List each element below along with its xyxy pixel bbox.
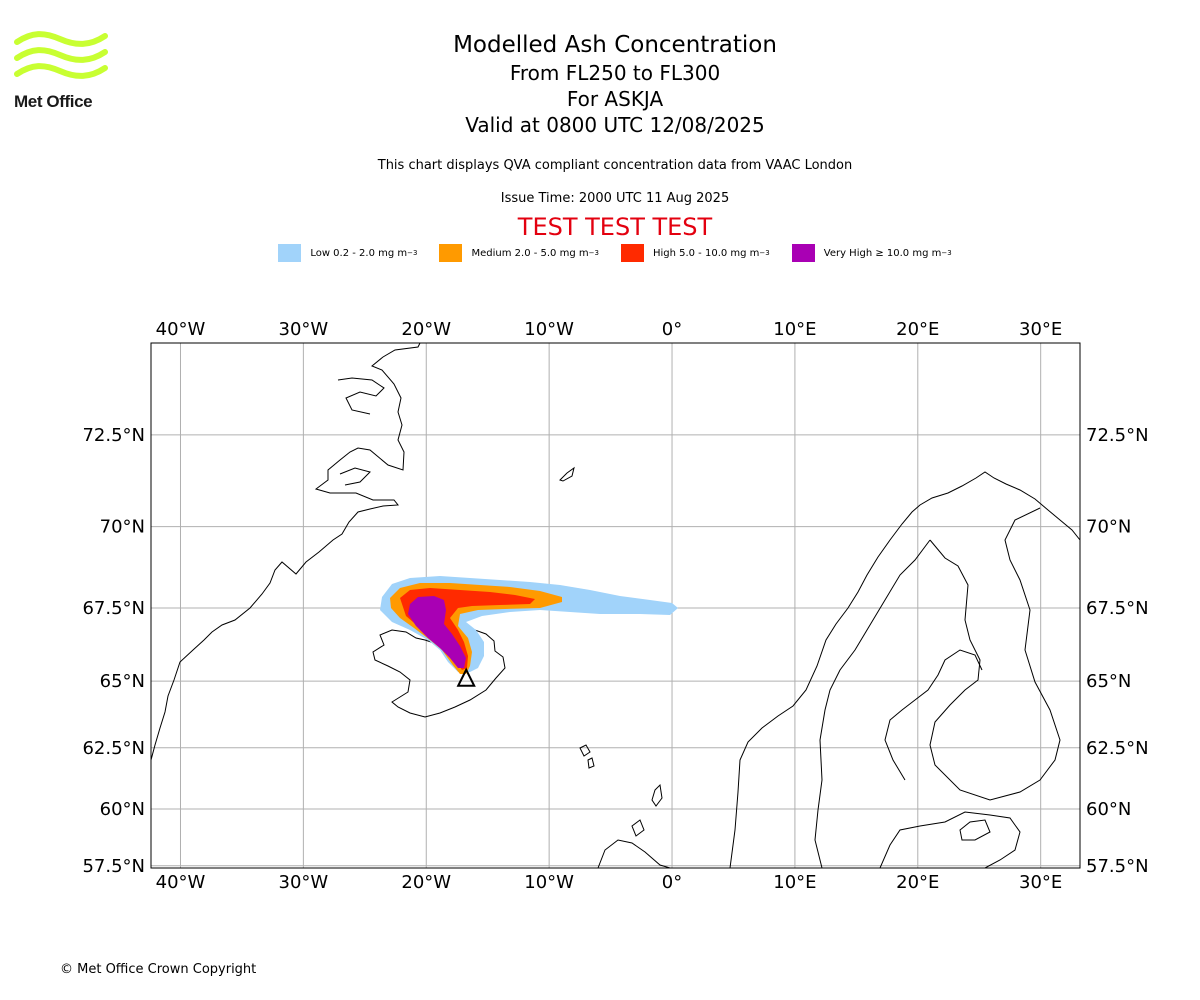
- baltic-coast: [879, 811, 1021, 868]
- test-banner: TEST TEST TEST: [517, 213, 713, 241]
- copyright: © Met Office Crown Copyright: [60, 962, 257, 977]
- map-tick-labels: 40°W 40°W 30°W 30°W 20°W 20°W 10°W 10°W 0° 0° 10°E…: [82, 319, 1148, 893]
- legend-item-low: Low 0.2 - 2.0 mg m −3: [278, 244, 417, 262]
- longitude-tick-label: 30°E: [1019, 872, 1062, 893]
- latitude-tick-label: 70°N: [100, 517, 145, 538]
- latitude-tick-label: 62.5°N: [82, 738, 145, 759]
- longitude-tick-label: 40°W: [156, 319, 206, 340]
- latitude-tick-label: 65°N: [1086, 671, 1131, 692]
- greenland-fjord: [339, 467, 371, 486]
- longitude-tick-label: 30°E: [1019, 319, 1062, 340]
- scandinavia-coast: [597, 471, 1080, 868]
- longitude-tick-label: 40°W: [156, 872, 206, 893]
- legend-label-very-high: Very High ≥ 10.0 mg m: [823, 247, 942, 259]
- longitude-tick-label: 20°W: [401, 872, 451, 893]
- graticule: [151, 343, 1080, 868]
- longitude-tick-label: 30°W: [279, 319, 329, 340]
- legend-unit-exponent: −3: [941, 249, 952, 257]
- ash-plume-very-high: [408, 596, 466, 668]
- legend-label-high: High 5.0 - 10.0 mg m: [652, 247, 760, 259]
- longitude-tick-label: 10°W: [524, 319, 574, 340]
- flight-level-subtitle: From FL250 to FL300: [509, 61, 721, 85]
- logo-text: Met Office: [14, 92, 93, 111]
- legend-unit-exponent: −3: [759, 249, 770, 257]
- longitude-tick-label: 0°: [662, 319, 682, 340]
- coastlines: [151, 343, 1080, 868]
- island: [651, 783, 663, 807]
- longitude-tick-label: 20°E: [896, 872, 939, 893]
- latitude-tick-label: 60°N: [100, 799, 145, 820]
- longitude-tick-label: 10°W: [524, 872, 574, 893]
- longitude-tick-label: 10°E: [773, 872, 816, 893]
- met-office-waves-icon: [14, 31, 108, 79]
- valid-time-subtitle: Valid at 0800 UTC 12/08/2025: [465, 113, 765, 137]
- island: [631, 819, 645, 837]
- latitude-tick-label: 60°N: [1086, 799, 1131, 820]
- gulf-of-bothnia: [884, 649, 983, 781]
- legend-label-low: Low 0.2 - 2.0 mg m: [310, 247, 408, 259]
- legend-item-very-high: Very High ≥ 10.0 mg m −3: [791, 244, 952, 262]
- legend-swatch-medium: [439, 244, 463, 262]
- legend-item-medium: Medium 2.0 - 5.0 mg m −3: [439, 244, 599, 262]
- jan-mayen-coast: [559, 466, 575, 482]
- latitude-tick-label: 65°N: [100, 671, 145, 692]
- legend-unit-exponent: −3: [407, 249, 418, 257]
- volcano-subtitle: For ASKJA: [566, 87, 664, 111]
- latitude-tick-label: 57.5°N: [82, 856, 145, 877]
- legend-swatch-low: [278, 244, 302, 262]
- legend: Low 0.2 - 2.0 mg m −3 Medium 2.0 - 5.0 mg…: [0, 244, 1200, 262]
- latitude-tick-label: 67.5°N: [1086, 598, 1149, 619]
- latitude-tick-label: 67.5°N: [82, 598, 145, 619]
- issue-time: Issue Time: 2000 UTC 11 Aug 2025: [500, 191, 730, 206]
- latitude-tick-label: 57.5°N: [1086, 856, 1149, 877]
- volcano-triangle-icon: [456, 667, 476, 687]
- met-office-logo: Met Office: [14, 30, 109, 112]
- island: [959, 819, 991, 841]
- longitude-tick-label: 20°W: [401, 319, 451, 340]
- longitude-tick-label: 20°E: [896, 319, 939, 340]
- legend-label-medium: Medium 2.0 - 5.0 mg m: [471, 247, 589, 259]
- greenland-fjord: [337, 377, 385, 415]
- ash-plume: [380, 576, 678, 674]
- legend-unit-exponent: −3: [588, 249, 599, 257]
- longitude-tick-label: 0°: [662, 872, 682, 893]
- scandinavia-interior: [929, 507, 1061, 801]
- volcano-marker: [456, 667, 476, 687]
- greenland-coast: [151, 343, 421, 761]
- title-block: Modelled Ash Concentration From FL250 to…: [0, 30, 1200, 138]
- legend-swatch-high: [620, 244, 644, 262]
- longitude-tick-label: 10°E: [773, 319, 816, 340]
- map-frame: [150, 342, 1081, 869]
- island: [587, 757, 595, 769]
- latitude-tick-label: 70°N: [1086, 517, 1131, 538]
- map-content: [151, 343, 1080, 868]
- chart-title: Modelled Ash Concentration: [453, 32, 777, 58]
- legend-swatch-very-high: [791, 244, 815, 262]
- norway-sweden-border: [814, 539, 931, 868]
- chart-description: This chart displays QVA compliant concen…: [377, 158, 853, 173]
- latitude-tick-label: 72.5°N: [1086, 425, 1149, 446]
- latitude-tick-label: 72.5°N: [82, 425, 145, 446]
- island: [579, 744, 591, 757]
- longitude-tick-label: 30°W: [279, 872, 329, 893]
- legend-item-high: High 5.0 - 10.0 mg m −3: [620, 244, 770, 262]
- latitude-tick-label: 62.5°N: [1086, 738, 1149, 759]
